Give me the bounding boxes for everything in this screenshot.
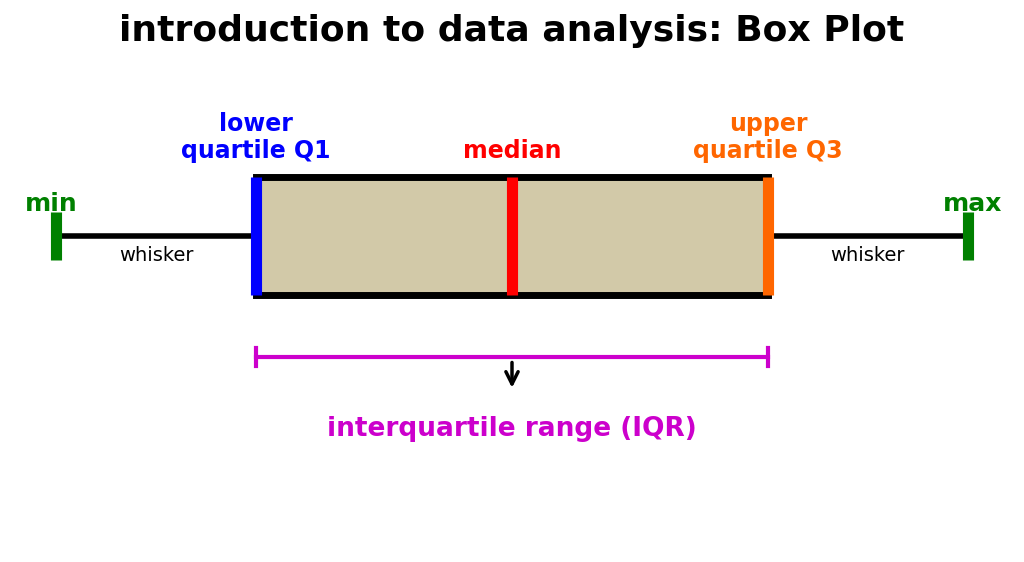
- Text: lower
quartile Q1: lower quartile Q1: [181, 112, 331, 163]
- Text: whisker: whisker: [830, 246, 905, 265]
- Text: min: min: [25, 192, 78, 216]
- Text: whisker: whisker: [119, 246, 194, 265]
- Text: upper
quartile Q3: upper quartile Q3: [693, 112, 843, 163]
- Text: interquartile range (IQR): interquartile range (IQR): [327, 416, 697, 442]
- Bar: [256, 177, 768, 295]
- Text: max: max: [943, 192, 1002, 216]
- Text: median: median: [463, 139, 561, 163]
- Text: introduction to data analysis: Box Plot: introduction to data analysis: Box Plot: [120, 14, 904, 48]
